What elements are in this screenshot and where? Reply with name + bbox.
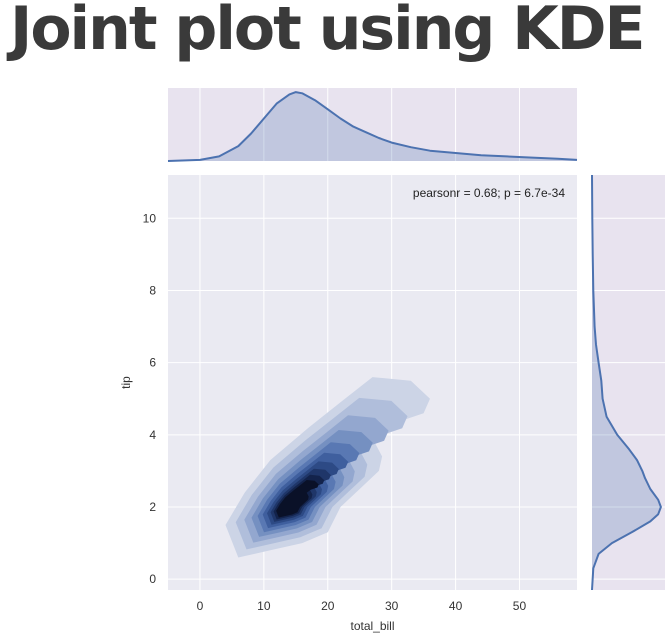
joint-kde-plot: 0 10 20 30 40 50 0 2 4 6 8 10 xyxy=(143,175,577,613)
top-marginal-kde-fill xyxy=(168,92,577,161)
x-tick-label: 50 xyxy=(513,599,527,613)
kde-contours xyxy=(225,377,430,558)
right-marginal-background xyxy=(592,175,665,590)
y-tick-label: 6 xyxy=(149,356,156,370)
x-axis-label: total_bill xyxy=(350,619,394,633)
page-title: Joint plot using KDE xyxy=(10,0,646,64)
y-tick-label: 0 xyxy=(149,572,156,586)
y-tick-label: 2 xyxy=(149,500,156,514)
x-tick-label: 40 xyxy=(449,599,463,613)
right-marginal-kde-line xyxy=(591,174,662,591)
y-tick-label: 10 xyxy=(143,211,157,225)
right-marginal-kde-fill xyxy=(592,175,661,590)
right-marginal-kde xyxy=(591,174,665,591)
y-axis-label: tip xyxy=(119,376,133,389)
top-marginal-kde xyxy=(167,88,578,162)
x-tick-label: 30 xyxy=(385,599,399,613)
pearsonr-annotation: pearsonr = 0.68; p = 6.7e-34 xyxy=(413,186,565,200)
kde-contour-level xyxy=(276,480,319,518)
x-tick-label: 0 xyxy=(197,599,204,613)
y-tick-label: 4 xyxy=(149,428,156,442)
top-marginal-kde-line xyxy=(167,91,578,162)
x-tick-label: 20 xyxy=(321,599,335,613)
top-marginal-background xyxy=(168,88,577,161)
x-tick-label: 10 xyxy=(257,599,271,613)
y-tick-label: 8 xyxy=(149,283,156,297)
